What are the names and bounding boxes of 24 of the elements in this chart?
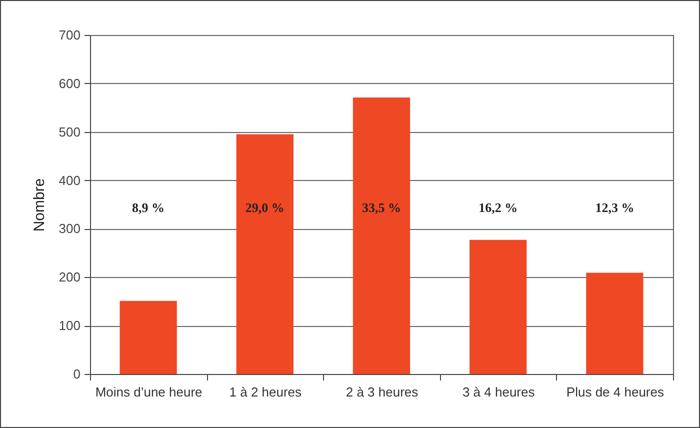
bar: [586, 272, 644, 374]
annotation: 16,2 %: [478, 200, 518, 215]
y-tick-label: 100: [58, 318, 80, 334]
y-tick-label: 600: [58, 76, 80, 91]
y-tick-label: 300: [58, 221, 80, 236]
annotation: 29,0 %: [245, 200, 284, 215]
bar: [470, 240, 527, 374]
y-tick-label: 400: [58, 172, 80, 188]
y-tick-label: 0: [73, 366, 80, 382]
x-tick-label: 1 à 2 heures: [229, 384, 302, 400]
annotation: 8,9 %: [132, 200, 165, 215]
bar: [352, 97, 410, 374]
y-tick-label: 500: [58, 124, 80, 140]
bar: [120, 300, 177, 374]
x-tick-label: Plus de 4 heures: [566, 384, 664, 400]
x-tick-label: 2 à 3 heures: [346, 384, 419, 400]
x-tick-label: Moins d’une heure: [95, 384, 202, 400]
y-axis-title: Nombre: [30, 178, 48, 232]
bar: [236, 134, 294, 374]
annotation: 33,5 %: [362, 200, 401, 215]
y-tick-label: 200: [58, 270, 80, 285]
x-tick-label: 3 à 4 heures: [462, 384, 536, 400]
annotation: 12,3 %: [595, 200, 634, 215]
y-tick-label: 700: [58, 28, 80, 42]
